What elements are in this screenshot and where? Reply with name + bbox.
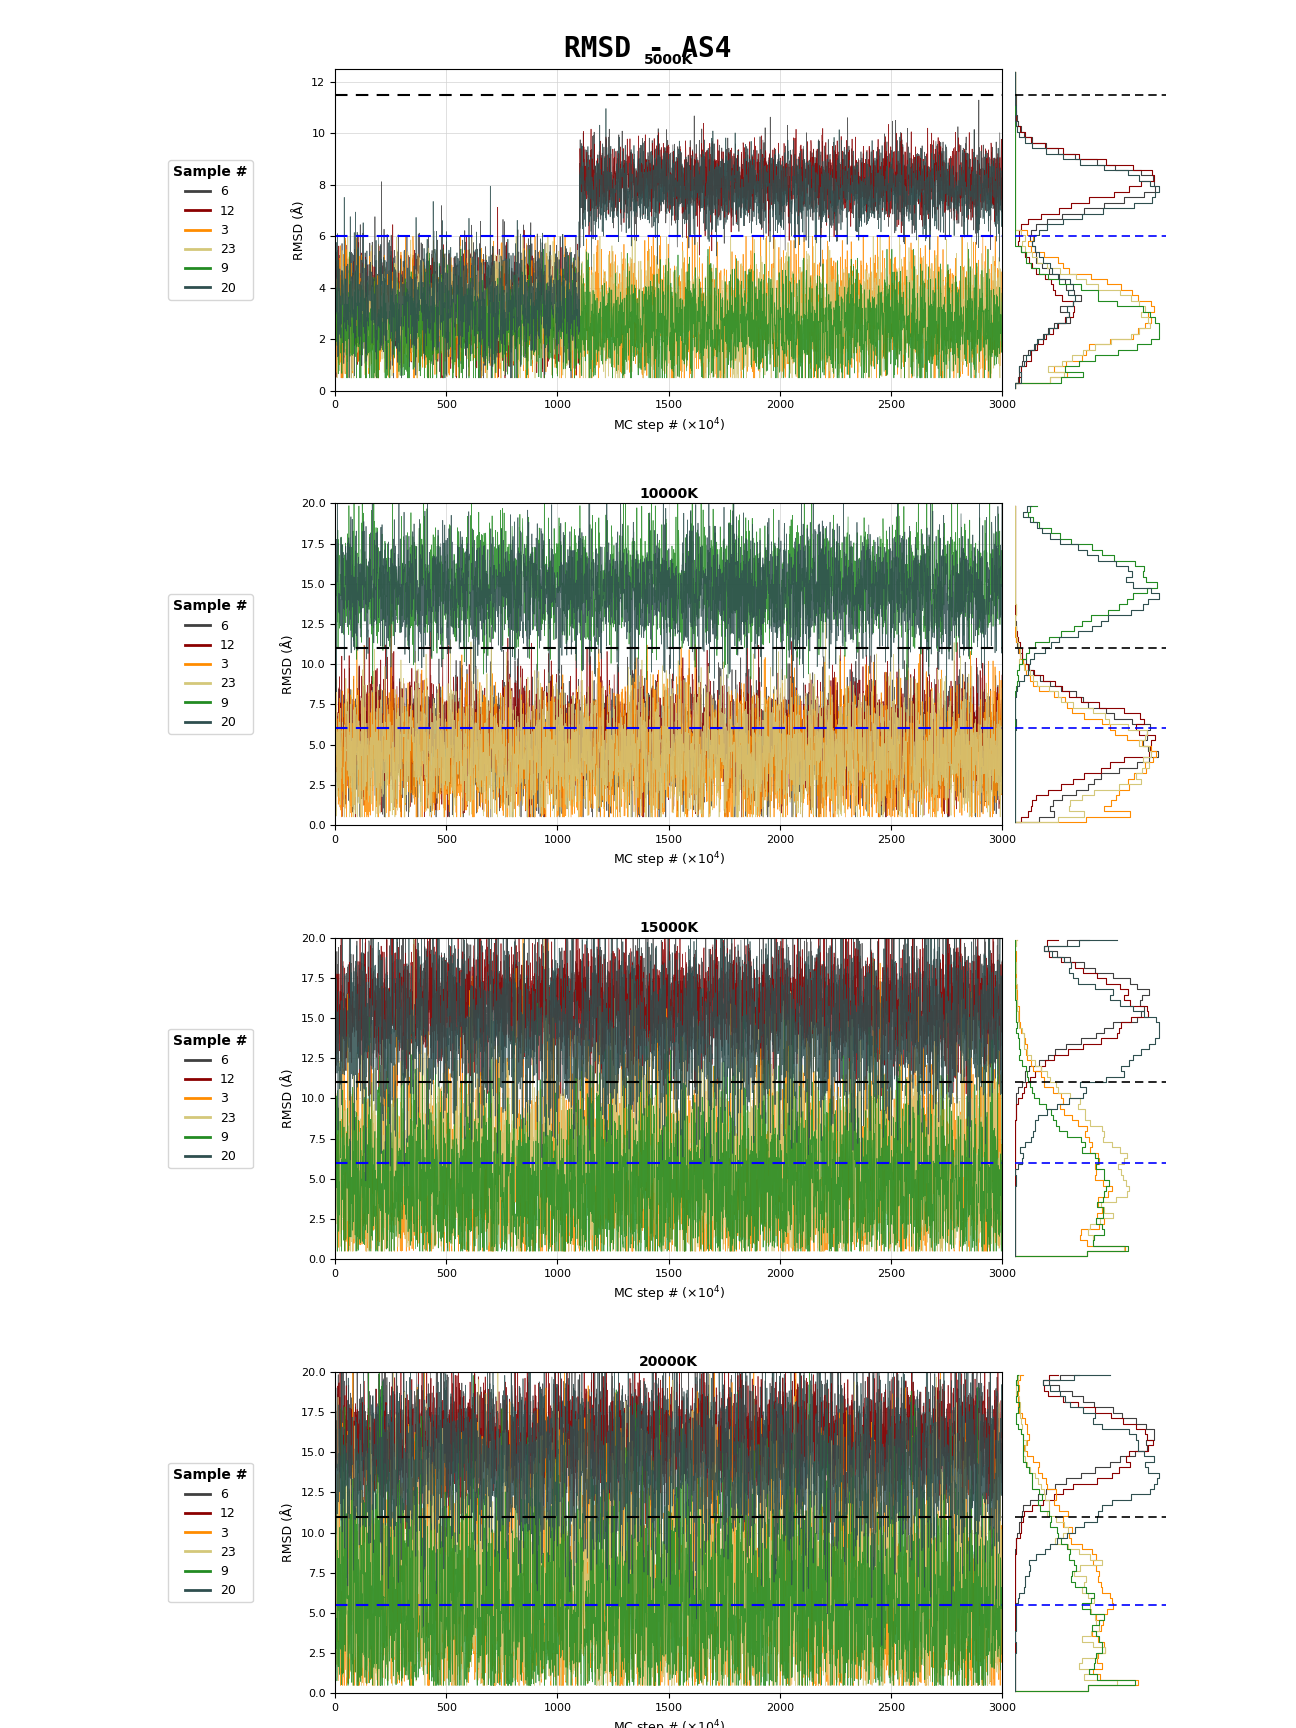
Y-axis label: RMSD (Å): RMSD (Å) bbox=[283, 1503, 295, 1562]
Title: 15000K: 15000K bbox=[639, 921, 699, 935]
X-axis label: MC step # ($\times 10^4$): MC step # ($\times 10^4$) bbox=[613, 1719, 724, 1728]
X-axis label: MC step # ($\times 10^4$): MC step # ($\times 10^4$) bbox=[613, 416, 724, 435]
Title: 20000K: 20000K bbox=[639, 1355, 699, 1369]
Y-axis label: RMSD (Å): RMSD (Å) bbox=[283, 634, 295, 695]
Y-axis label: RMSD (Å): RMSD (Å) bbox=[293, 200, 306, 259]
Legend: 6, 12, 3, 23, 9, 20: 6, 12, 3, 23, 9, 20 bbox=[168, 1464, 253, 1602]
Title: 10000K: 10000K bbox=[639, 487, 699, 501]
Legend: 6, 12, 3, 23, 9, 20: 6, 12, 3, 23, 9, 20 bbox=[168, 161, 253, 299]
Legend: 6, 12, 3, 23, 9, 20: 6, 12, 3, 23, 9, 20 bbox=[168, 1028, 253, 1168]
Y-axis label: RMSD (Å): RMSD (Å) bbox=[283, 1068, 295, 1128]
Text: RMSD - AS4: RMSD - AS4 bbox=[564, 35, 732, 62]
Legend: 6, 12, 3, 23, 9, 20: 6, 12, 3, 23, 9, 20 bbox=[168, 594, 253, 734]
X-axis label: MC step # ($\times 10^4$): MC step # ($\times 10^4$) bbox=[613, 1284, 724, 1305]
X-axis label: MC step # ($\times 10^4$): MC step # ($\times 10^4$) bbox=[613, 850, 724, 869]
Title: 5000K: 5000K bbox=[644, 52, 693, 67]
